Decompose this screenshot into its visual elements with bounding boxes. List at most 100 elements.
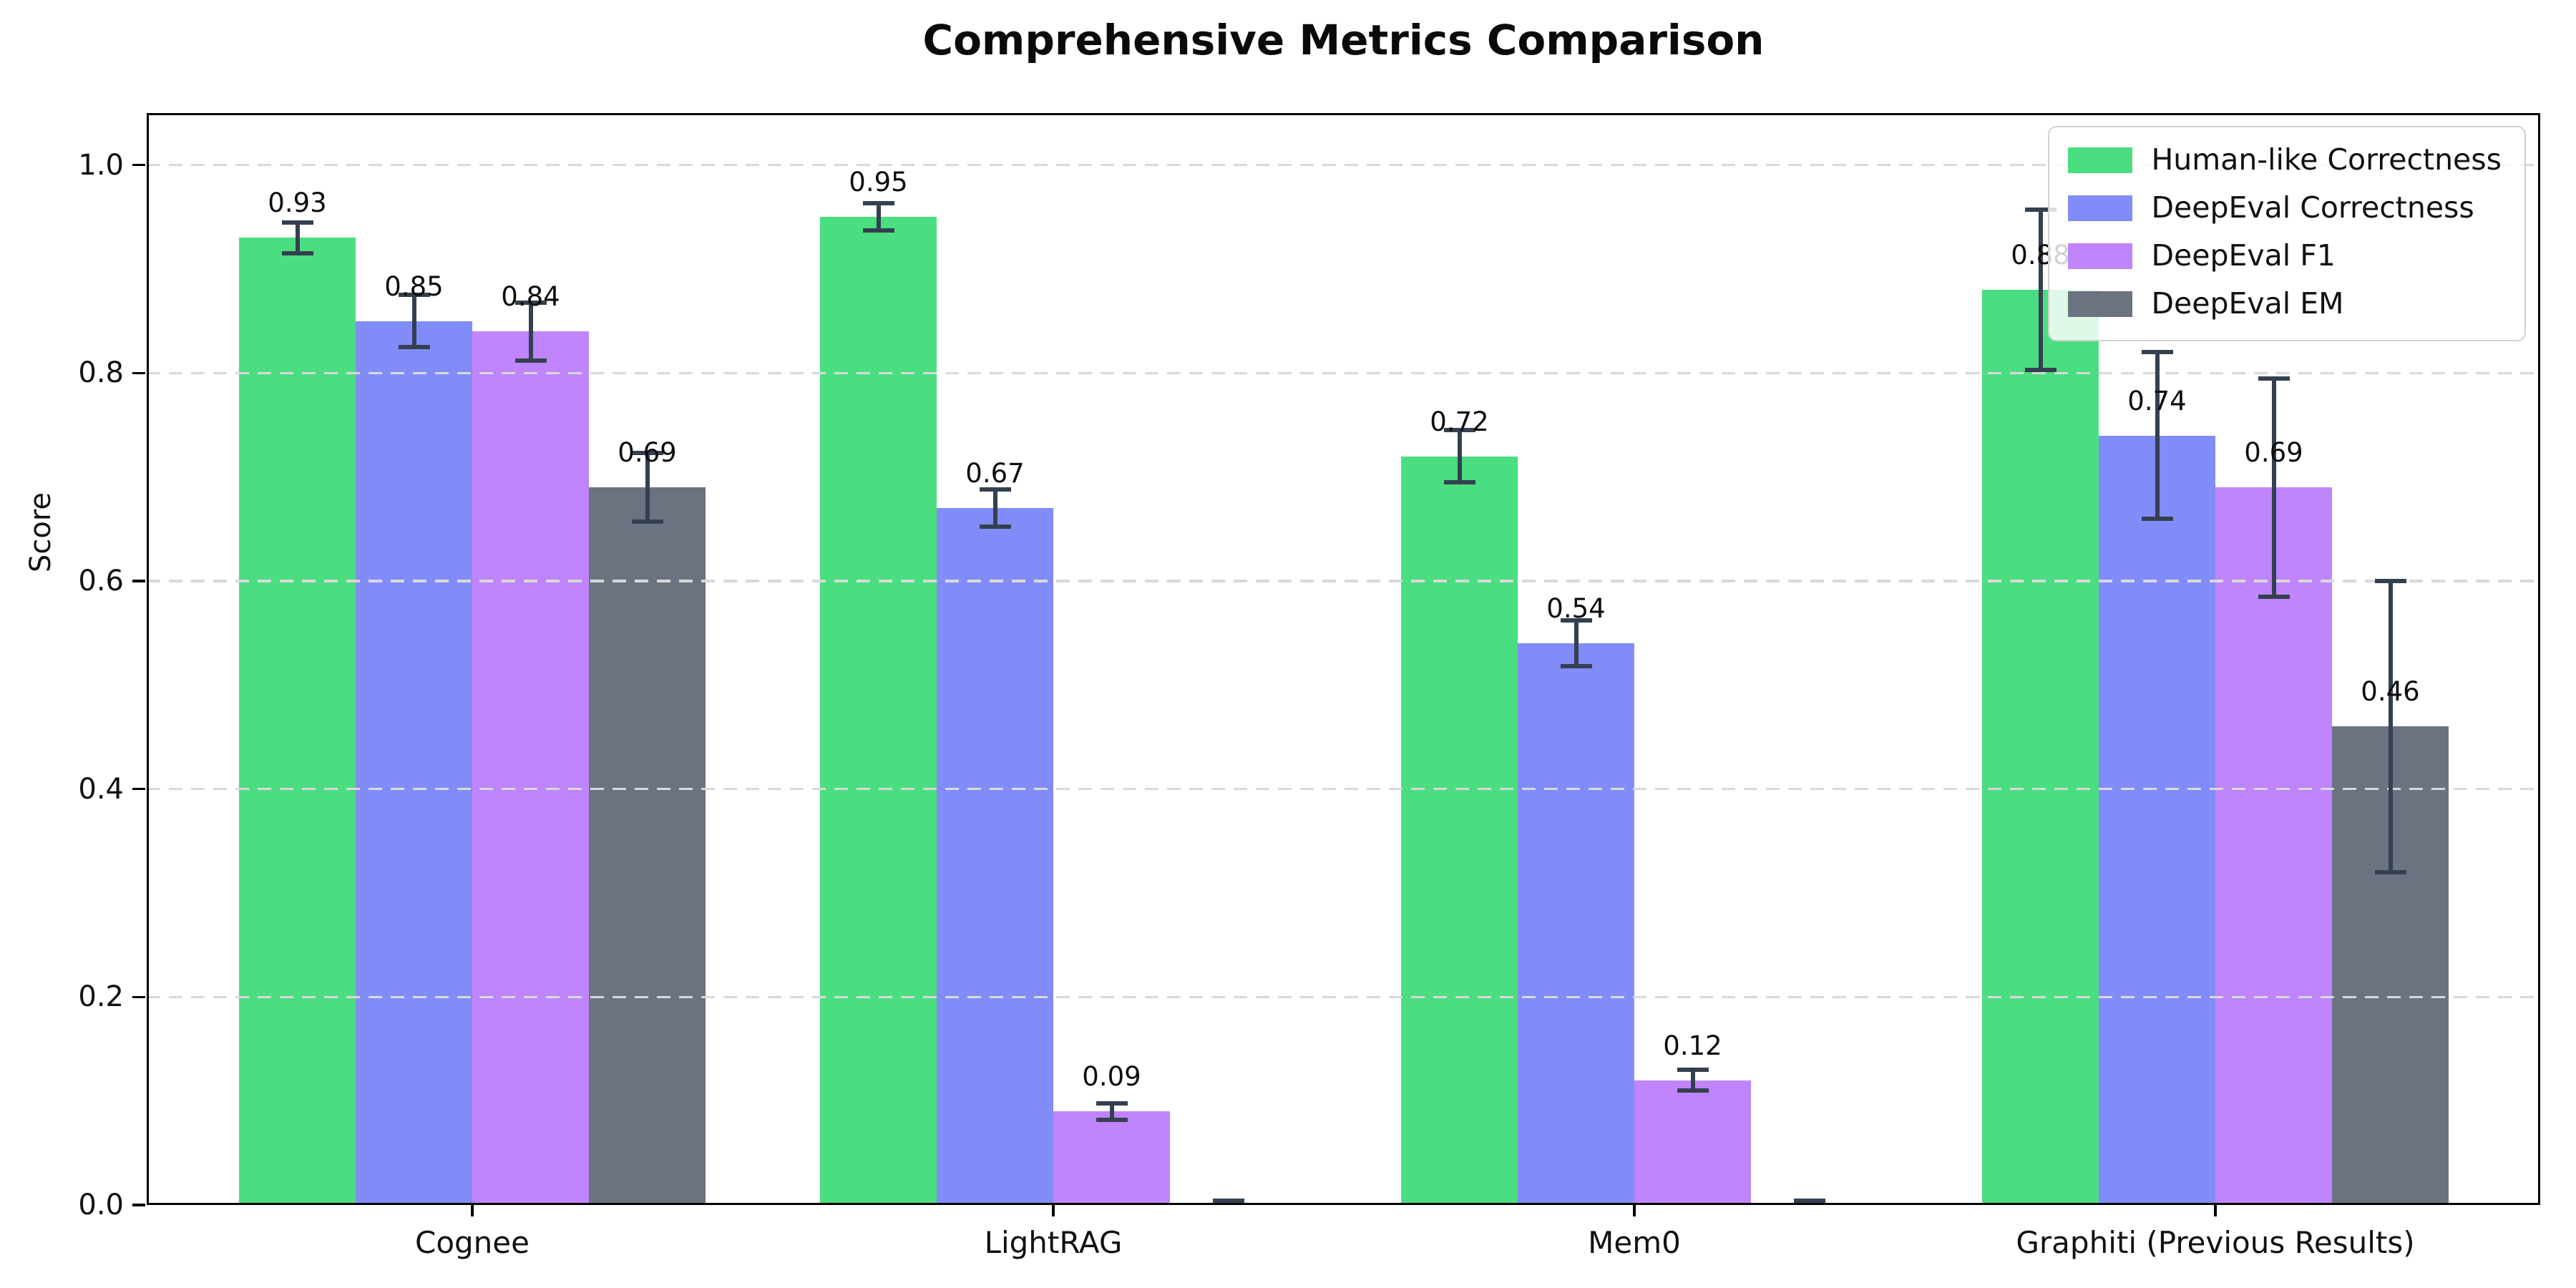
legend-item: DeepEval Correctness bbox=[2068, 190, 2502, 225]
error-bar-cap bbox=[2024, 367, 2057, 372]
bar-value-label: 0.74 bbox=[2127, 385, 2187, 416]
error-bar-line bbox=[1690, 1070, 1695, 1091]
error-bar-cap bbox=[979, 525, 1011, 530]
bar bbox=[1401, 456, 1518, 1205]
gridline bbox=[147, 787, 2540, 791]
bar bbox=[2099, 435, 2215, 1205]
legend-swatch-icon bbox=[2068, 147, 2133, 173]
bar-value-label: 0.95 bbox=[849, 167, 908, 198]
error-bar-cap bbox=[398, 345, 430, 349]
error-bar-cap bbox=[2258, 376, 2290, 381]
error-bar-cap bbox=[862, 201, 894, 206]
chart-title: Comprehensive Metrics Comparison bbox=[922, 16, 1765, 64]
error-bar-cap bbox=[631, 519, 663, 525]
bar bbox=[820, 217, 937, 1205]
bar-value-label: 0.69 bbox=[618, 437, 677, 469]
plot-area: 0.93 0.95 0.72 0.88 0.85 0.67 0.54 0.74 0.84 0.09… bbox=[78, 113, 2540, 1260]
legend-label: Human-like Correctness bbox=[2151, 142, 2502, 177]
error-bar-cap bbox=[1096, 1117, 1128, 1122]
error-bar-cap bbox=[2374, 869, 2406, 874]
x-tick-mark bbox=[2214, 1205, 2217, 1216]
error-bar-line bbox=[2271, 378, 2276, 597]
error-bar-cap bbox=[1560, 618, 1592, 623]
x-tick-label: Mem0 bbox=[1588, 1225, 1681, 1260]
bar-value-label: 0.72 bbox=[1430, 406, 1489, 437]
error-bar-cap bbox=[281, 251, 313, 256]
legend-swatch-icon bbox=[2068, 291, 2133, 317]
error-bar-cap bbox=[1096, 1101, 1128, 1106]
y-tick-mark bbox=[132, 580, 145, 582]
error-bar-line bbox=[992, 489, 997, 527]
bar bbox=[2215, 487, 2332, 1205]
bar bbox=[1518, 643, 1634, 1205]
bar bbox=[1053, 1111, 1170, 1205]
bar bbox=[472, 331, 589, 1205]
error-bar-line bbox=[2038, 210, 2043, 370]
error-bar-line bbox=[2155, 352, 2160, 519]
legend-label: DeepEval EM bbox=[2151, 286, 2344, 321]
legend: Human-like Correctness DeepEval Correctne… bbox=[2048, 126, 2526, 341]
error-bar-line bbox=[295, 222, 300, 254]
y-tick-label: 0.6 bbox=[78, 565, 124, 597]
error-bar-line bbox=[2388, 581, 2393, 872]
legend-item: DeepEval EM bbox=[2068, 287, 2502, 321]
y-tick-label: 0.4 bbox=[78, 772, 124, 806]
legend-swatch-icon bbox=[2068, 243, 2133, 269]
error-bar-cap bbox=[1793, 1199, 1825, 1204]
gridline bbox=[147, 163, 2540, 167]
error-bar-cap bbox=[281, 220, 313, 225]
bar-value-label: 0.67 bbox=[965, 458, 1025, 489]
error-bar-cap bbox=[1443, 428, 1475, 433]
y-tick-mark bbox=[132, 1204, 145, 1206]
gridline bbox=[147, 580, 2540, 582]
error-bar-cap bbox=[398, 293, 430, 298]
x-tick-mark bbox=[1052, 1205, 1055, 1216]
y-tick-label: 0.8 bbox=[78, 356, 124, 390]
error-bar-cap bbox=[1443, 479, 1475, 484]
error-bar-line bbox=[1574, 620, 1579, 667]
error-bar-line bbox=[876, 203, 881, 231]
y-tick-mark bbox=[132, 787, 145, 791]
y-tick-label: 0.2 bbox=[78, 980, 124, 1014]
bar-value-label: 0.85 bbox=[384, 270, 444, 302]
bar bbox=[589, 487, 706, 1205]
bar bbox=[937, 508, 1053, 1205]
error-bar-cap bbox=[1677, 1088, 1709, 1093]
y-tick-mark bbox=[132, 163, 145, 167]
error-bar-line bbox=[645, 453, 650, 522]
bar-value-label: 0.93 bbox=[268, 187, 327, 219]
gridline bbox=[147, 995, 2540, 999]
x-tick-label: Graphiti (Previous Results) bbox=[2016, 1225, 2415, 1260]
error-bar-line bbox=[1457, 430, 1462, 482]
error-bar-cap bbox=[2024, 208, 2057, 213]
x-tick-label: Cognee bbox=[415, 1225, 530, 1260]
bar-value-label: 0.09 bbox=[1082, 1061, 1141, 1093]
legend-item: DeepEval F1 bbox=[2068, 239, 2502, 273]
error-bar-cap bbox=[1212, 1199, 1244, 1204]
y-axis-label: Score bbox=[24, 492, 57, 572]
error-bar-cap bbox=[514, 358, 547, 363]
bar-value-label: 0.84 bbox=[501, 281, 560, 313]
error-bar-line bbox=[1109, 1103, 1114, 1120]
error-bar-cap bbox=[1677, 1068, 1709, 1073]
bar-value-label: 0.69 bbox=[2244, 437, 2303, 469]
error-bar-cap bbox=[1560, 664, 1592, 669]
error-bar-cap bbox=[2374, 579, 2406, 583]
error-bar-cap bbox=[514, 300, 547, 305]
y-tick-label: 1.0 bbox=[78, 148, 124, 182]
error-bar-cap bbox=[2258, 594, 2290, 599]
error-bar-cap bbox=[631, 451, 663, 456]
y-tick-mark bbox=[132, 371, 145, 375]
error-bar-line bbox=[411, 295, 416, 347]
legend-swatch-icon bbox=[2068, 195, 2133, 221]
error-bar-cap bbox=[2141, 516, 2173, 521]
error-bar-cap bbox=[2141, 350, 2173, 355]
bar bbox=[1982, 290, 2099, 1205]
x-tick-mark bbox=[1633, 1205, 1636, 1216]
bar-value-label: 0.54 bbox=[1546, 593, 1606, 625]
x-tick-label: LightRAG bbox=[984, 1225, 1123, 1260]
y-tick-mark bbox=[132, 995, 145, 999]
legend-label: DeepEval F1 bbox=[2151, 238, 2336, 273]
bar bbox=[239, 238, 356, 1205]
